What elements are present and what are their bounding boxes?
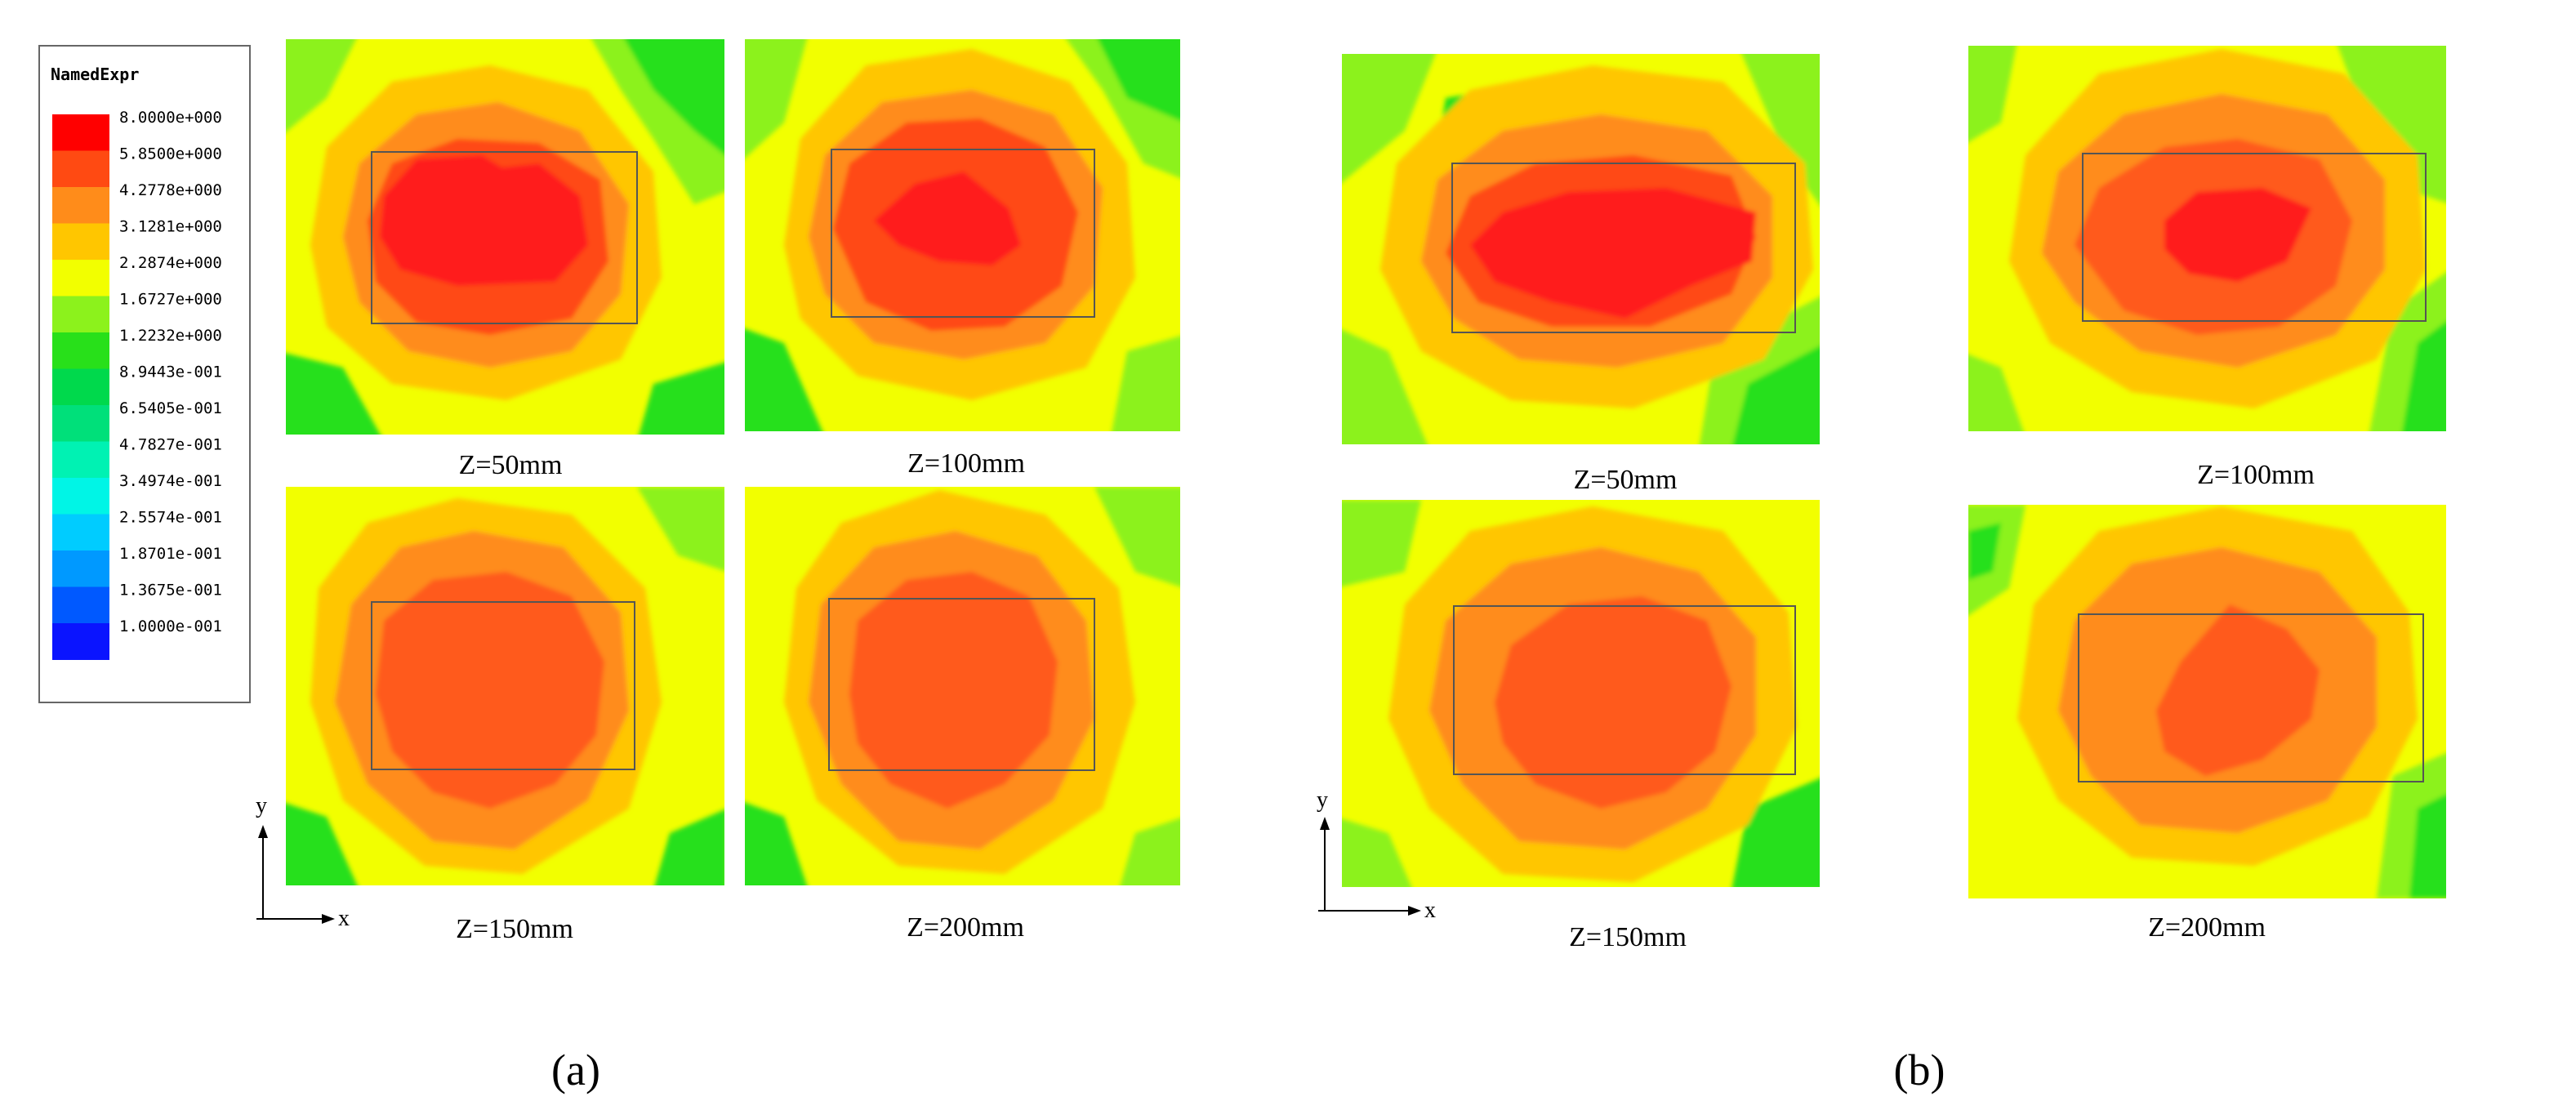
caption-a-z100: Z=100mm	[907, 448, 1025, 479]
subfigure-label-b: (b)	[1894, 1045, 1945, 1094]
contour-panel-a-z100	[745, 39, 1180, 431]
x-axis-label-b: x	[1424, 898, 1436, 923]
legend-swatch	[52, 332, 109, 369]
legend-label: 2.2874e+000	[119, 254, 222, 272]
legend-label: 1.3675e-001	[119, 582, 222, 600]
legend-label: 3.4974e-001	[119, 472, 222, 490]
caption-b-z150: Z=150mm	[1569, 922, 1687, 952]
legend-title: NamedExpr	[51, 65, 139, 84]
y-axis-label-a: y	[256, 793, 267, 818]
legend-swatch	[52, 478, 109, 515]
caption-a-z200: Z=200mm	[907, 912, 1024, 943]
contour-panel-a-z200	[745, 487, 1180, 885]
legend-label: 4.7827e-001	[119, 436, 222, 454]
legend-swatch	[52, 405, 109, 442]
caption-b-z50: Z=50mm	[1574, 465, 1678, 495]
legend-label: 5.8500e+000	[119, 145, 222, 163]
x-axis-label-a: x	[338, 906, 350, 931]
contour-panel-b-z50	[1342, 54, 1820, 444]
subfigure-label-a: (a)	[551, 1045, 600, 1094]
legend-label: 1.8701e-001	[119, 545, 222, 563]
caption-b-z100: Z=100mm	[2197, 460, 2315, 490]
legend-swatch	[52, 514, 109, 551]
contour-panel-a-z150	[286, 487, 724, 885]
legend-label: 8.9443e-001	[119, 363, 222, 381]
axes-indicator-a: y x	[256, 793, 350, 931]
subfigure-b: Z=50mm Z=100mm	[1317, 46, 2446, 1094]
legend-swatch	[52, 150, 109, 188]
legend-swatch	[52, 260, 109, 296]
y-axis-label-b: y	[1317, 787, 1328, 813]
legend-label: 1.2232e+000	[119, 327, 222, 345]
legend-swatch	[52, 114, 109, 151]
contour-panel-b-z100	[1968, 46, 2446, 431]
legend-label: 2.5574e-001	[119, 509, 222, 527]
caption-a-z150: Z=150mm	[456, 914, 573, 944]
contour-panel-b-z200	[1968, 505, 2446, 898]
legend-label: 4.2778e+000	[119, 181, 222, 199]
legend-label: 1.6727e+000	[119, 291, 222, 309]
legend-items: 8.0000e+000 5.8500e+000 4.2778e+000 3.1281e…	[52, 109, 222, 660]
legend-label: 1.0000e-001	[119, 617, 222, 635]
legend-swatch	[52, 368, 109, 406]
caption-a-z50: Z=50mm	[459, 450, 563, 480]
legend-swatch	[52, 551, 109, 587]
legend: NamedExpr 8.0000e+000 5.8500e+000 4.2778e+…	[38, 45, 251, 703]
contour-panel-a-z50	[286, 39, 724, 435]
legend-swatch	[52, 441, 109, 479]
subfigure-a: Z=50mm Z=100mm	[256, 39, 1180, 1094]
contour-panel-b-z150	[1342, 500, 1820, 887]
legend-label: 8.0000e+000	[119, 109, 222, 127]
caption-b-z200: Z=200mm	[2148, 912, 2266, 943]
legend-swatch	[52, 586, 109, 624]
legend-label: 3.1281e+000	[119, 218, 222, 236]
legend-swatch	[52, 223, 109, 261]
axes-indicator-b: y x	[1317, 787, 1436, 923]
legend-swatch	[52, 623, 109, 660]
legend-swatch	[52, 296, 109, 333]
legend-label: 6.5405e-001	[119, 399, 222, 417]
legend-swatch	[52, 187, 109, 224]
